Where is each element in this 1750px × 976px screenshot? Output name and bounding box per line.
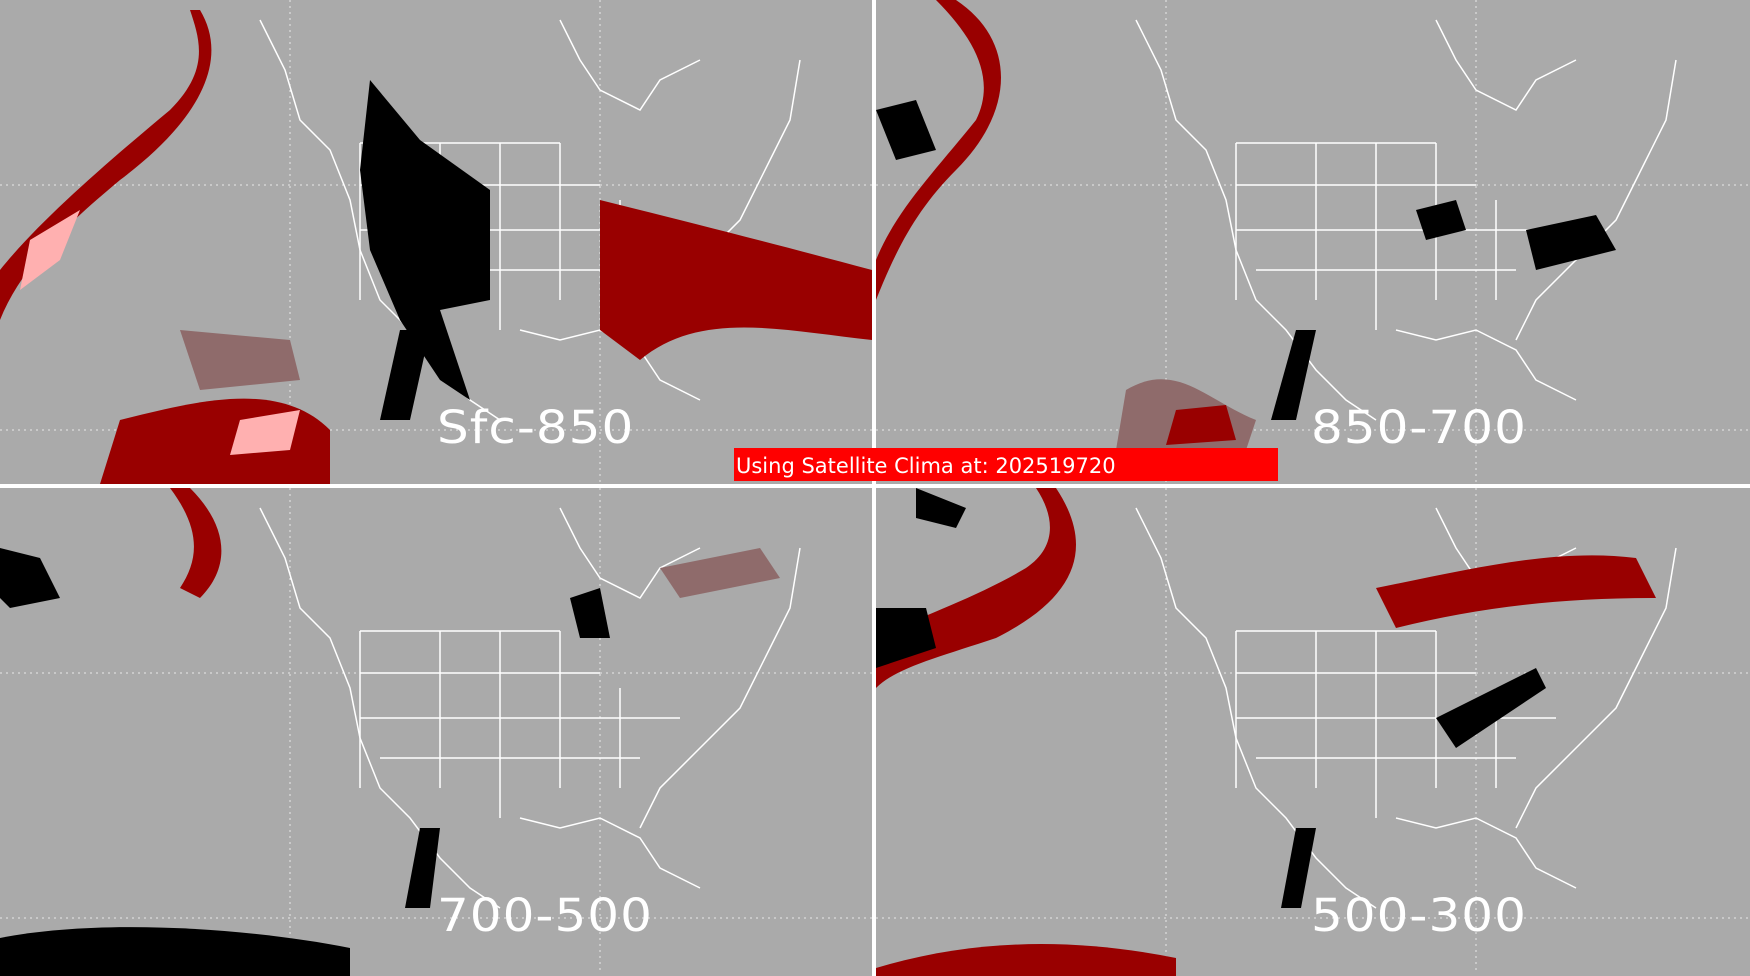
moisture-band (876, 944, 1176, 976)
no-data-region (1436, 668, 1546, 748)
no-data-region (876, 100, 936, 160)
map-700-500 (0, 488, 872, 976)
moisture-band (1376, 555, 1656, 628)
no-data-region (1416, 200, 1466, 240)
no-data-region (876, 608, 936, 668)
moisture-patch (1166, 405, 1236, 445)
layer-label: 500-300 (1311, 889, 1527, 942)
no-data-region (570, 588, 610, 638)
moisture-band (0, 10, 212, 320)
no-data-region (405, 828, 440, 908)
map-500-300 (876, 488, 1750, 976)
map-panel-850-700: 850-700 (876, 0, 1750, 484)
climatology-banner: Using Satellite Clima at: 202519720 (734, 448, 1278, 481)
moisture-patch (660, 548, 780, 598)
moisture-patch (230, 410, 300, 455)
no-data-region (0, 548, 60, 608)
no-data-region (0, 927, 350, 976)
no-data-region (1281, 828, 1316, 908)
moisture-patch (180, 330, 300, 390)
layer-label: 700-500 (437, 889, 653, 942)
no-data-region (916, 488, 966, 528)
moisture-band (170, 488, 222, 598)
moisture-band (600, 200, 872, 360)
layer-label: 850-700 (1311, 401, 1527, 454)
moisture-band (876, 0, 1001, 300)
layer-label: Sfc-850 (437, 401, 635, 454)
map-panel-700-500: 700-500 (0, 488, 872, 976)
moisture-patch (20, 210, 80, 290)
map-panel-sfc-850: Sfc-850 (0, 0, 872, 484)
panel-divider-vertical (872, 0, 876, 976)
panel-divider-horizontal (0, 484, 1750, 488)
map-sfc-850 (0, 0, 872, 484)
map-850-700 (876, 0, 1750, 484)
no-data-region (1271, 330, 1316, 420)
map-panel-500-300: 500-300 (876, 488, 1750, 976)
no-data-region (360, 80, 490, 400)
no-data-region (1526, 215, 1616, 270)
no-data-region (380, 330, 430, 420)
